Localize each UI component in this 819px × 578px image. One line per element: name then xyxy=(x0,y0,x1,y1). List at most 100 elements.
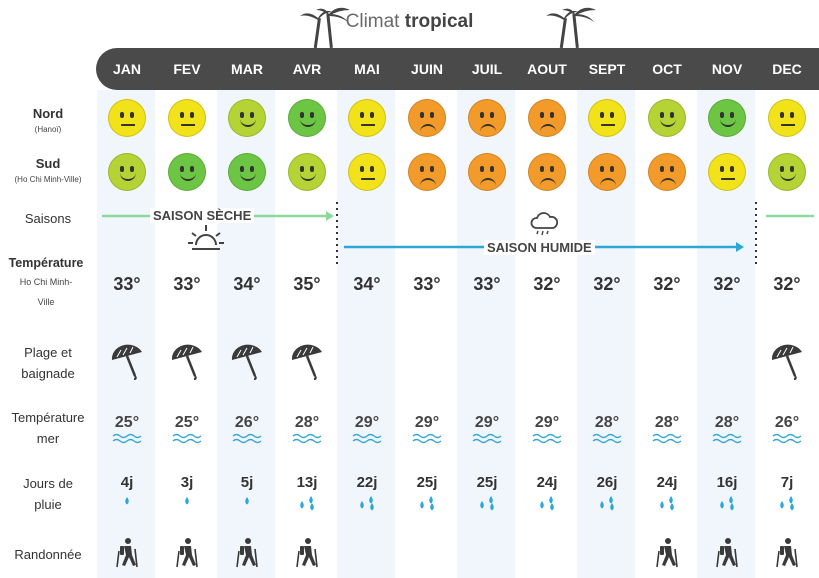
hiker-icon xyxy=(116,538,138,568)
smiley-mouth xyxy=(781,124,795,126)
hiker-icon xyxy=(296,538,318,568)
temperature-value: 32° xyxy=(773,274,801,294)
temperature-value: 32° xyxy=(653,274,681,294)
rando-label: Randonnée xyxy=(14,547,82,562)
smiley-mouth xyxy=(361,124,375,126)
sea-temperature-value: 29° xyxy=(414,414,440,431)
water-drop-icon xyxy=(540,496,554,511)
sud-smiley-icon xyxy=(708,153,746,191)
mer-label-line2: mer xyxy=(36,430,60,446)
water-drop-icon xyxy=(600,496,614,511)
smiley-mouth xyxy=(361,178,375,180)
beach-umbrella-icon xyxy=(291,344,322,380)
month-label-mar: MAR xyxy=(231,61,263,77)
temperature-value: 35° xyxy=(293,274,321,294)
chart-title: Climat tropical xyxy=(0,11,819,33)
palm-tree-icon xyxy=(546,7,596,48)
rain-days-value: 13j xyxy=(296,474,318,491)
nord-smiley-icon xyxy=(348,99,386,137)
month-label-aout: AOUT xyxy=(527,61,567,77)
sud-smiley-icon xyxy=(228,153,266,191)
wet-season-label: SAISON HUMIDE xyxy=(484,240,595,255)
plage-label-line2: baignade xyxy=(21,365,75,381)
month-label-juin: JUIN xyxy=(411,61,443,77)
row-label-nord: Nord (Hanoï) xyxy=(0,104,96,134)
beach-umbrella-icon xyxy=(771,344,802,380)
sea-temperature-value: 25° xyxy=(174,414,200,431)
sea-temperature-value: 28° xyxy=(594,414,620,431)
sea-temperature-value: 28° xyxy=(714,414,740,431)
temperature-value: 33° xyxy=(173,274,201,294)
water-drop-icon xyxy=(300,496,314,511)
wave-icon xyxy=(532,433,562,444)
smiley-mouth xyxy=(540,178,556,188)
temperature-label: Température xyxy=(8,256,84,270)
wave-icon xyxy=(652,433,682,444)
month-label-dec: DEC xyxy=(772,61,802,77)
nord-smiley-icon xyxy=(168,99,206,137)
row-label-plage: Plage et baignade xyxy=(0,343,96,385)
wave-icon xyxy=(712,433,742,444)
rain-days-value: 16j xyxy=(716,474,738,491)
smiley-mouth xyxy=(480,124,496,134)
sea-temperature-value: 28° xyxy=(654,414,680,431)
water-drop-icon xyxy=(780,496,794,511)
smiley-mouth xyxy=(600,178,616,188)
wave-icon xyxy=(412,433,442,444)
temperature-value: 33° xyxy=(413,274,441,294)
sud-smiley-icon xyxy=(588,153,626,191)
month-label-oct: OCT xyxy=(652,61,682,77)
plage-label-line1: Plage et xyxy=(24,345,72,360)
smiley-mouth xyxy=(601,124,615,126)
wave-icon xyxy=(172,433,202,444)
beach-umbrella-icon xyxy=(111,344,142,380)
sea-temperature-value: 26° xyxy=(774,414,800,431)
wave-icon xyxy=(472,433,502,444)
wave-icon xyxy=(112,433,142,444)
smiley-mouth xyxy=(420,178,436,188)
title-prefix: Climat xyxy=(345,11,405,32)
wave-icon xyxy=(592,433,622,444)
dry-season-label: SAISON SÈCHE xyxy=(150,208,255,223)
row-label-saisons: Saisons xyxy=(0,209,96,230)
smiley-mouth xyxy=(480,178,496,188)
smiley-mouth xyxy=(721,178,735,180)
water-drop-icon xyxy=(245,497,249,505)
rain-days-value: 4j xyxy=(120,474,134,491)
rain-days-value: 24j xyxy=(656,474,678,491)
temperature-value: 33° xyxy=(113,274,141,294)
nord-smiley-icon xyxy=(468,99,506,137)
row-label-sud: Sud (Ho Chi Minh-Ville) xyxy=(0,154,96,184)
nord-smiley-icon xyxy=(708,99,746,137)
smiley-mouth xyxy=(240,115,256,127)
row-label-mer: Température mer xyxy=(0,408,96,450)
nord-label: Nord xyxy=(32,106,64,121)
smiley-mouth xyxy=(660,178,676,188)
temperature-value: 34° xyxy=(353,274,381,294)
month-label-nov: NOV xyxy=(711,61,743,77)
row-label-temperature: Température Ho Chi Minh-Ville xyxy=(0,253,96,313)
sud-smiley-icon xyxy=(528,153,566,191)
rain-days-value: 5j xyxy=(240,474,254,491)
nord-smiley-icon xyxy=(408,99,446,137)
month-label-avr: AVR xyxy=(292,61,322,77)
nord-smiley-icon xyxy=(528,99,566,137)
month-label-sept: SEPT xyxy=(588,61,626,77)
sud-label: Sud xyxy=(35,156,61,171)
title-bold: tropical xyxy=(404,11,474,32)
sea-temperature-value: 28° xyxy=(294,414,320,431)
month-label-juil: JUIL xyxy=(471,61,503,77)
nord-sublabel: (Hanoï) xyxy=(34,124,62,134)
hiker-icon xyxy=(776,538,798,568)
hiker-icon xyxy=(656,538,678,568)
mer-label-line1: Température xyxy=(11,410,85,425)
saisons-label: Saisons xyxy=(24,211,72,226)
smiley-mouth xyxy=(181,124,195,126)
sud-smiley-icon xyxy=(348,153,386,191)
sea-temperature-value: 29° xyxy=(474,414,500,431)
smiley-mouth xyxy=(540,124,556,134)
sud-smiley-icon xyxy=(108,153,146,191)
smiley-mouth xyxy=(780,169,796,181)
month-label-mai: MAI xyxy=(354,61,380,77)
water-drop-icon xyxy=(480,496,494,511)
